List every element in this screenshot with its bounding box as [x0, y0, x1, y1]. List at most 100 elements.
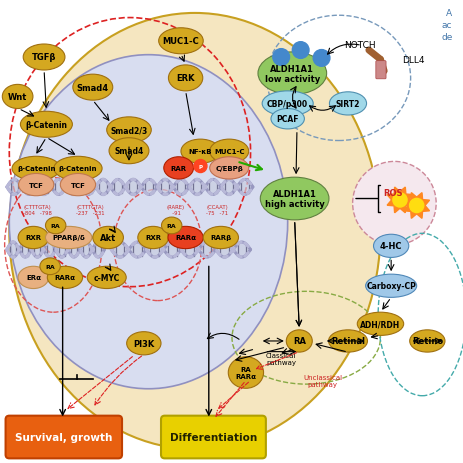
Circle shape	[272, 50, 289, 66]
Circle shape	[292, 43, 308, 59]
Text: ROS: ROS	[383, 189, 402, 198]
Ellipse shape	[161, 218, 181, 234]
Ellipse shape	[40, 258, 60, 275]
Text: TCF: TCF	[29, 182, 44, 188]
Text: TCF: TCF	[70, 182, 85, 188]
Text: RARα: RARα	[175, 235, 196, 241]
Text: (CCAAT)
-75   -71: (CCAAT) -75 -71	[206, 205, 228, 215]
Polygon shape	[125, 178, 252, 197]
Ellipse shape	[181, 140, 219, 164]
Ellipse shape	[409, 330, 444, 352]
Text: β-Catenin: β-Catenin	[17, 166, 55, 172]
Polygon shape	[7, 240, 104, 260]
Ellipse shape	[9, 56, 287, 389]
Text: (RARE)
  -91: (RARE) -91	[166, 205, 184, 215]
Text: Classical
pathway: Classical pathway	[265, 352, 296, 365]
Ellipse shape	[45, 218, 66, 234]
Ellipse shape	[257, 53, 326, 95]
Text: RA: RA	[292, 337, 305, 346]
Ellipse shape	[20, 112, 72, 138]
Text: ALDH1A1
low activity: ALDH1A1 low activity	[264, 64, 319, 84]
Text: RA
RARα: RA RARα	[235, 366, 256, 379]
Ellipse shape	[168, 227, 203, 249]
Text: A
ac
de: A ac de	[440, 9, 451, 42]
Text: ALDH1A1
high activity: ALDH1A1 high activity	[264, 189, 324, 209]
Ellipse shape	[126, 332, 161, 355]
Text: NF-κB: NF-κB	[188, 149, 212, 155]
FancyBboxPatch shape	[375, 62, 385, 80]
Text: Smad4: Smad4	[114, 147, 144, 156]
Text: Carboxy-CP: Carboxy-CP	[365, 282, 415, 291]
Text: RXR: RXR	[145, 235, 161, 241]
Ellipse shape	[329, 93, 366, 116]
Ellipse shape	[209, 157, 248, 180]
Text: c-MYC: c-MYC	[94, 273, 119, 282]
Ellipse shape	[158, 29, 203, 55]
Text: PI3K: PI3K	[133, 339, 154, 348]
Circle shape	[392, 194, 406, 207]
Text: RA: RA	[50, 224, 61, 228]
Ellipse shape	[168, 66, 202, 92]
Text: Wnt: Wnt	[8, 93, 27, 102]
Ellipse shape	[23, 45, 65, 71]
Text: RXR: RXR	[25, 235, 41, 241]
FancyBboxPatch shape	[6, 416, 122, 458]
Text: β-Catenin: β-Catenin	[59, 166, 97, 172]
FancyBboxPatch shape	[161, 416, 265, 458]
Text: PCAF: PCAF	[276, 115, 298, 124]
Ellipse shape	[260, 178, 328, 220]
Text: RARβ: RARβ	[210, 235, 231, 241]
Text: 4-HC: 4-HC	[379, 242, 401, 251]
Ellipse shape	[138, 227, 168, 249]
Text: Survival, growth: Survival, growth	[15, 432, 112, 442]
Text: MUC1-C: MUC1-C	[213, 149, 244, 155]
Text: Smad4: Smad4	[76, 83, 109, 93]
Ellipse shape	[328, 330, 367, 352]
Ellipse shape	[262, 92, 313, 117]
Ellipse shape	[373, 235, 408, 258]
Ellipse shape	[9, 14, 380, 449]
Text: C/EBPβ: C/EBPβ	[215, 166, 243, 171]
Ellipse shape	[209, 140, 248, 164]
Ellipse shape	[45, 227, 92, 249]
Ellipse shape	[203, 227, 238, 249]
Text: ERK: ERK	[176, 74, 194, 83]
Text: DLL4: DLL4	[401, 56, 423, 65]
Ellipse shape	[2, 85, 33, 109]
Ellipse shape	[163, 157, 193, 180]
Ellipse shape	[228, 357, 263, 388]
Text: Differentiation: Differentiation	[169, 432, 257, 442]
Text: Akt: Akt	[100, 233, 116, 243]
Polygon shape	[403, 193, 429, 219]
Ellipse shape	[12, 157, 60, 181]
Ellipse shape	[357, 313, 403, 336]
Text: RAR: RAR	[170, 166, 186, 171]
Text: Unclassical
pathway: Unclassical pathway	[302, 374, 341, 387]
Text: Smad2/3: Smad2/3	[110, 126, 147, 135]
Text: Retinal: Retinal	[330, 337, 364, 346]
Ellipse shape	[93, 227, 123, 249]
Text: NOTCH: NOTCH	[343, 40, 375, 50]
Circle shape	[194, 160, 206, 173]
Ellipse shape	[365, 275, 416, 298]
Ellipse shape	[109, 138, 149, 164]
Text: P: P	[198, 164, 202, 169]
Ellipse shape	[54, 157, 102, 181]
Polygon shape	[111, 240, 250, 260]
Text: SIRT2: SIRT2	[335, 100, 359, 109]
Text: RA: RA	[45, 264, 55, 269]
Text: ADH/RDH: ADH/RDH	[360, 319, 400, 329]
Text: TGFβ: TGFβ	[32, 53, 56, 63]
Circle shape	[313, 50, 329, 67]
Text: (CTTTGTA)
-237   -231: (CTTTGTA) -237 -231	[76, 205, 105, 215]
Text: β-Catenin: β-Catenin	[25, 120, 67, 130]
Polygon shape	[7, 178, 125, 197]
Ellipse shape	[106, 118, 151, 144]
Text: PPARβ/δ: PPARβ/δ	[52, 235, 85, 241]
Ellipse shape	[60, 174, 95, 196]
Ellipse shape	[47, 267, 82, 289]
Ellipse shape	[18, 267, 49, 289]
Ellipse shape	[352, 162, 435, 245]
Text: CBP/p300: CBP/p300	[267, 100, 307, 109]
Circle shape	[409, 199, 423, 213]
